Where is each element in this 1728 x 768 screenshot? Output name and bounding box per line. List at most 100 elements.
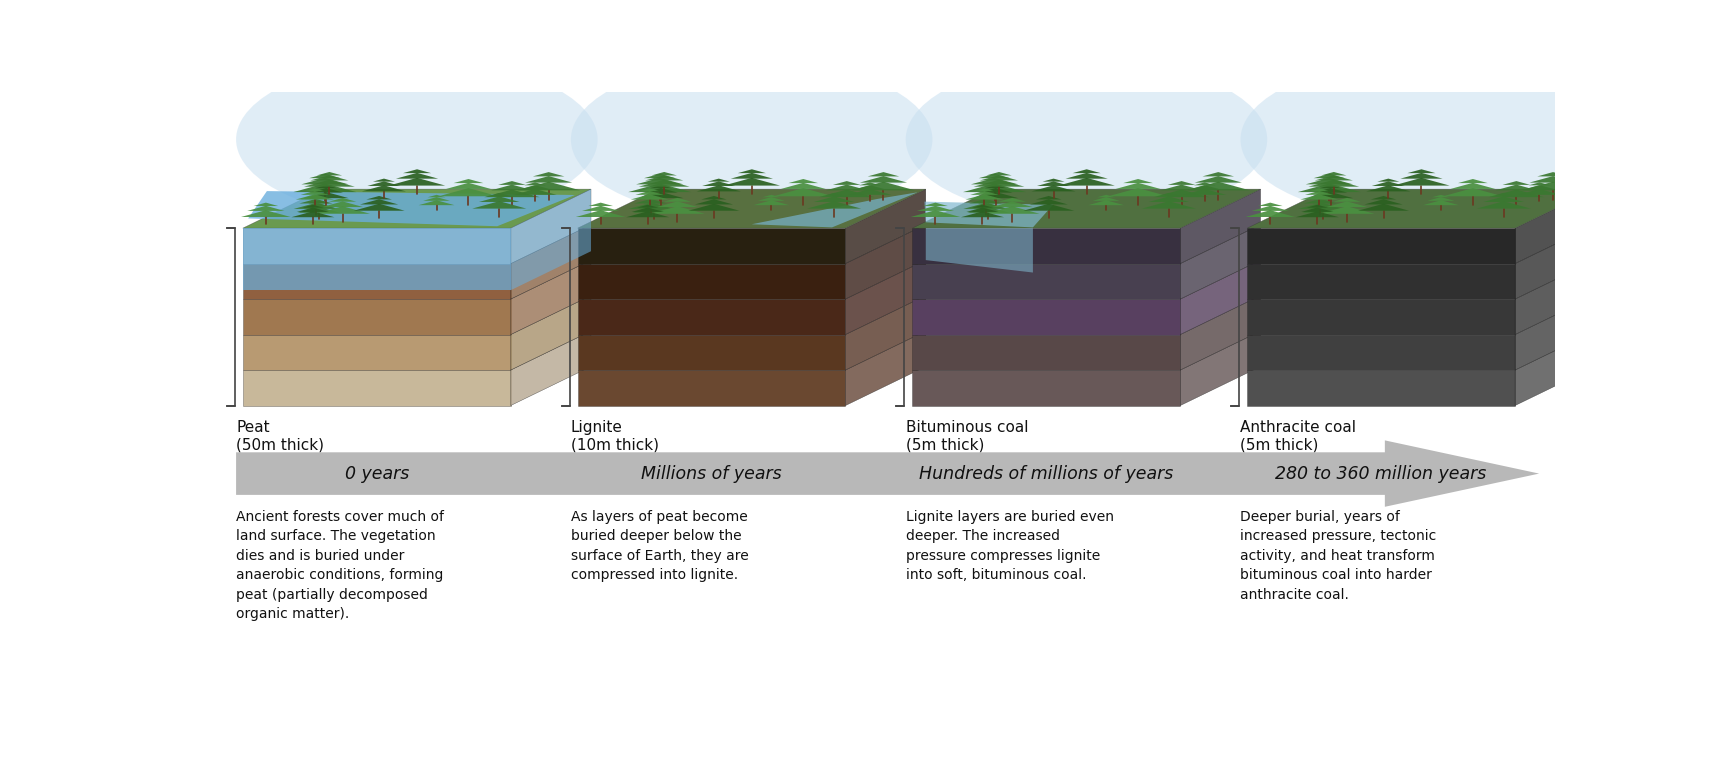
Polygon shape: [966, 194, 1004, 200]
Bar: [242, 228, 511, 263]
Polygon shape: [861, 176, 907, 183]
Polygon shape: [1306, 178, 1353, 184]
Polygon shape: [636, 178, 683, 184]
Polygon shape: [638, 204, 669, 207]
Polygon shape: [638, 192, 684, 198]
Polygon shape: [1108, 188, 1168, 197]
Polygon shape: [316, 172, 342, 175]
Polygon shape: [1521, 182, 1585, 190]
Polygon shape: [1427, 197, 1455, 200]
Polygon shape: [295, 194, 334, 200]
Polygon shape: [1180, 260, 1260, 335]
Polygon shape: [582, 206, 619, 211]
Polygon shape: [1037, 196, 1061, 200]
Polygon shape: [971, 178, 1018, 184]
Polygon shape: [1327, 201, 1367, 207]
Polygon shape: [575, 210, 626, 217]
Polygon shape: [631, 194, 669, 200]
Polygon shape: [479, 197, 520, 202]
Polygon shape: [845, 189, 926, 263]
Polygon shape: [969, 191, 999, 195]
Polygon shape: [242, 228, 511, 290]
Polygon shape: [1538, 172, 1569, 177]
Polygon shape: [517, 182, 581, 190]
Polygon shape: [308, 200, 330, 204]
Polygon shape: [845, 331, 926, 406]
Polygon shape: [629, 184, 691, 192]
Polygon shape: [980, 188, 1013, 193]
Bar: [577, 299, 845, 335]
Polygon shape: [1488, 190, 1545, 197]
Polygon shape: [980, 175, 1018, 180]
Text: Lignite layers are buried even
deeper. The increased
pressure compresses lignite: Lignite layers are buried even deeper. T…: [905, 510, 1113, 582]
Ellipse shape: [905, 60, 1267, 220]
Polygon shape: [1168, 181, 1196, 185]
Polygon shape: [1301, 207, 1334, 212]
Polygon shape: [301, 191, 328, 195]
Polygon shape: [807, 201, 861, 209]
Ellipse shape: [1241, 60, 1602, 220]
Polygon shape: [511, 296, 591, 370]
Polygon shape: [1184, 189, 1227, 195]
Polygon shape: [1515, 296, 1595, 370]
Polygon shape: [302, 204, 335, 207]
Polygon shape: [626, 211, 669, 217]
Polygon shape: [254, 203, 278, 206]
Bar: [242, 263, 511, 299]
Polygon shape: [696, 185, 741, 191]
Polygon shape: [1030, 199, 1068, 204]
Polygon shape: [1303, 199, 1337, 204]
Polygon shape: [1524, 185, 1555, 190]
Polygon shape: [867, 172, 899, 177]
Polygon shape: [854, 185, 886, 190]
Polygon shape: [1308, 204, 1339, 207]
Polygon shape: [1515, 189, 1595, 263]
Polygon shape: [1515, 331, 1595, 406]
Polygon shape: [403, 169, 432, 173]
Polygon shape: [781, 183, 826, 189]
Polygon shape: [511, 260, 591, 335]
Polygon shape: [848, 189, 892, 195]
Polygon shape: [1310, 188, 1329, 191]
Polygon shape: [511, 189, 591, 263]
Text: Anthracite coal
(5m thick): Anthracite coal (5m thick): [1241, 420, 1356, 453]
Polygon shape: [1258, 203, 1282, 206]
Polygon shape: [826, 184, 867, 190]
Polygon shape: [354, 204, 404, 210]
Polygon shape: [738, 169, 766, 173]
Polygon shape: [1042, 179, 1064, 182]
Polygon shape: [859, 182, 881, 185]
Polygon shape: [973, 192, 1018, 198]
Polygon shape: [328, 198, 356, 202]
Text: Bituminous coal
(5m thick): Bituminous coal (5m thick): [905, 420, 1028, 453]
Polygon shape: [759, 197, 785, 200]
Bar: [242, 299, 511, 335]
Polygon shape: [472, 201, 527, 209]
Polygon shape: [511, 224, 591, 299]
Polygon shape: [361, 185, 406, 191]
Polygon shape: [240, 210, 290, 217]
Polygon shape: [1515, 260, 1595, 335]
Polygon shape: [961, 211, 1004, 217]
Polygon shape: [1023, 204, 1075, 210]
Polygon shape: [962, 203, 1007, 209]
Polygon shape: [629, 203, 672, 209]
Polygon shape: [1251, 206, 1289, 211]
Polygon shape: [532, 172, 565, 177]
Polygon shape: [359, 199, 397, 204]
Polygon shape: [309, 188, 344, 193]
Polygon shape: [657, 201, 698, 207]
Polygon shape: [1092, 197, 1120, 200]
Polygon shape: [978, 200, 999, 204]
Polygon shape: [518, 185, 551, 190]
Polygon shape: [427, 195, 446, 197]
Polygon shape: [297, 207, 340, 213]
Polygon shape: [311, 175, 349, 180]
Polygon shape: [1203, 172, 1234, 177]
Polygon shape: [645, 174, 676, 178]
Polygon shape: [1161, 184, 1203, 190]
Polygon shape: [314, 185, 337, 188]
Polygon shape: [651, 172, 677, 175]
Polygon shape: [645, 188, 677, 193]
Polygon shape: [643, 200, 664, 204]
